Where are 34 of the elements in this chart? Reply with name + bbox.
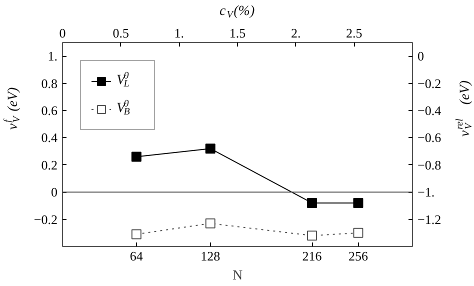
x2-tick-label: 1.5 <box>229 26 246 40</box>
y2-tick-label: −0.2 <box>418 76 442 91</box>
y-tick-label: 1. <box>48 48 58 64</box>
point <box>353 198 364 208</box>
x-tick-label: 64 <box>130 248 144 264</box>
x-tick-label: 128 <box>200 248 220 264</box>
text: vVrel (eV) <box>454 80 474 137</box>
y-tick-label: 0.4 <box>41 130 58 146</box>
y2-tick-label: −0.4 <box>418 103 442 118</box>
point <box>205 218 216 228</box>
x-tick-label: 256 <box>348 248 368 264</box>
x2-tick-label: 0.5 <box>112 26 129 40</box>
y-tick-label: 0.2 <box>41 157 58 172</box>
point <box>205 144 216 154</box>
x-tick-label: 216 <box>302 248 322 264</box>
y-tick-label: 0.6 <box>41 103 58 118</box>
x2-tick-label: 2. <box>290 26 301 40</box>
point <box>131 229 142 240</box>
y-tick-label: 0 <box>51 184 58 200</box>
y-tick-label: −0.2 <box>34 212 58 227</box>
y2-tick-label: 0 <box>418 48 424 64</box>
point <box>131 152 142 162</box>
x2-tick-label: 1. <box>174 26 184 40</box>
point <box>353 228 364 238</box>
y2-tick-label: −1. <box>418 184 435 200</box>
y-tick-label: 0.8 <box>41 76 58 91</box>
y-axis-title: vVf (eV) <box>2 87 22 130</box>
point <box>307 198 318 208</box>
point <box>307 230 318 241</box>
y2-tick-label: −0.8 <box>418 157 442 172</box>
y2-tick-label: −1.2 <box>418 212 442 227</box>
x-axis-title: N <box>232 268 243 284</box>
x2-tick-label: 2.5 <box>346 26 362 40</box>
y2-tick-label: −0.6 <box>418 130 442 146</box>
